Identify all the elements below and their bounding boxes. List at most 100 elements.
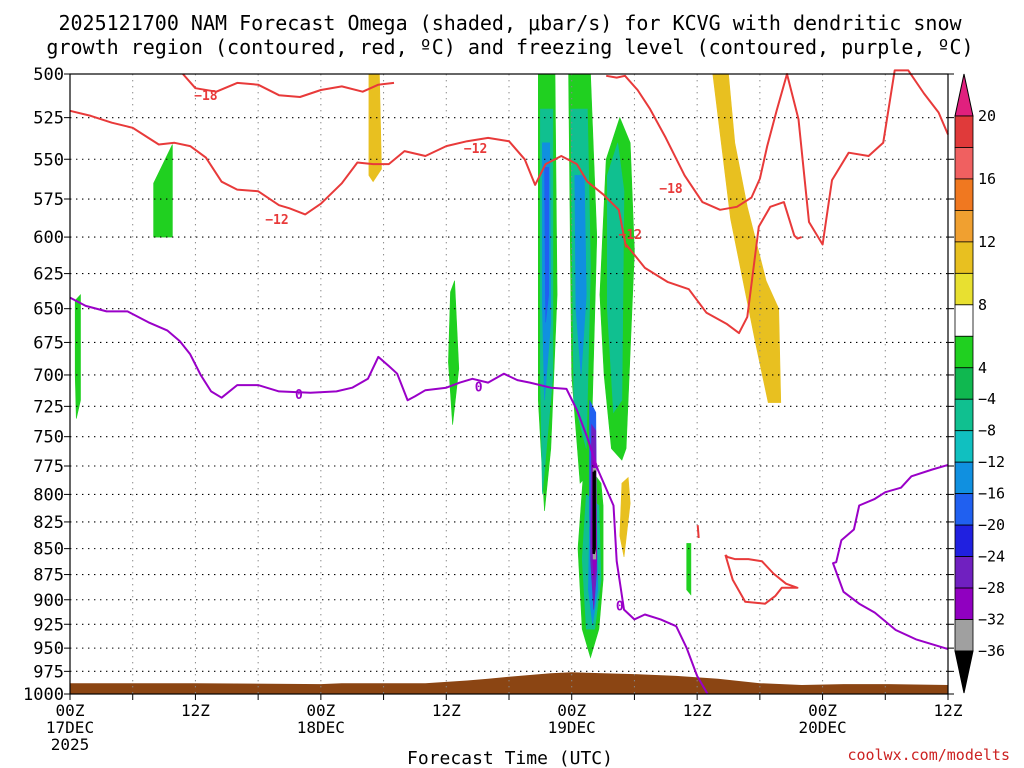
colorbar-bin-5 (954, 272, 974, 306)
y-tick-label-775: 775 (33, 457, 64, 477)
colorbar-bin-15 (954, 587, 974, 620)
contour-dgz-minus12-island (724, 554, 799, 605)
x-axis-title: Forecast Time (UTC) (407, 748, 613, 768)
omega-region-18 (544, 167, 550, 323)
grid-lines (70, 74, 948, 694)
colorbar-label-10: −24 (978, 548, 1005, 566)
y-tick-label-875: 875 (33, 566, 64, 586)
colorbar: 20 16 12 8 4 −4 −8 −12 −16 −20 −24 −28 −32 −36 (954, 73, 1005, 694)
colorbar-label-9: −20 (978, 516, 1005, 534)
y-tick-label-550: 550 (33, 150, 64, 170)
x-tick-label-0-2: 2025 (51, 735, 90, 754)
title-line-1: 2025121700 NAM Forecast Omega (shaded, μ… (58, 11, 962, 35)
x-tick-label-6-0: 00Z (808, 701, 837, 720)
colorbar-label-5: −4 (978, 390, 996, 408)
terrain-fill (70, 672, 948, 694)
omega-shading (74, 73, 782, 659)
plot-area (70, 74, 948, 694)
colorbar-label-8: −16 (978, 485, 1005, 503)
y-tick-label-675: 675 (33, 333, 64, 353)
contour-dgz-minus12-blip (696, 525, 700, 539)
omega-region-4 (74, 294, 81, 419)
omega-region-2 (619, 476, 631, 558)
colorbar-bin-0 (954, 115, 974, 148)
contour-freezing-level-0C (69, 296, 709, 695)
x-tick-label-0-0: 00Z (56, 701, 85, 720)
chart-title: 2025121700 NAM Forecast Omega (shaded, μ… (46, 11, 973, 59)
title-line-2: growth region (contoured, red, ºC) and f… (46, 35, 973, 59)
colorbar-label-6: −8 (978, 422, 996, 440)
y-tick-label-650: 650 (33, 300, 64, 320)
y-tick-label-525: 525 (33, 109, 64, 129)
colorbar-label-2: 12 (978, 233, 996, 251)
colorbar-label-1: 16 (978, 170, 996, 188)
y-tick-label-750: 750 (33, 428, 64, 448)
y-tick-label-800: 800 (33, 485, 64, 505)
y-tick-label-700: 700 (33, 366, 64, 386)
x-tick-label-1-0: 12Z (181, 701, 210, 720)
x-tick-label-6-1: 20DEC (798, 718, 846, 737)
omega-region-0 (368, 73, 382, 183)
terrain-surface (70, 672, 948, 694)
contour-dgz-minus18-top (182, 73, 395, 98)
x-tick-label-3-0: 12Z (432, 701, 461, 720)
x-tick-label-2-1: 18DEC (297, 718, 345, 737)
y-tick-label-725: 725 (33, 397, 64, 417)
x-tick-label-5-0: 12Z (683, 701, 712, 720)
contour-label-5: 0 (295, 388, 303, 403)
contour-labels: −18 −12 −12 −18 −12 0 0 0 (194, 89, 683, 614)
colorbar-bin-14 (954, 556, 974, 589)
colorbar-bin-4 (954, 241, 974, 274)
colorbar-label-7: −12 (978, 453, 1005, 471)
contour-lines (69, 69, 949, 695)
contour-label-6: 0 (475, 380, 483, 395)
colorbar-bin-1 (954, 147, 974, 180)
y-tick-label-850: 850 (33, 540, 64, 560)
contour-label-3: −18 (659, 182, 683, 197)
contour-dgz-minus18-right (606, 69, 949, 246)
colorbar-bin-2 (954, 178, 974, 211)
omega-region-10 (686, 543, 692, 596)
colorbar-bin-10 (954, 430, 974, 463)
y-tick-label-600: 600 (33, 228, 64, 248)
colorbar-bin-11 (954, 461, 974, 495)
x-tick-label-0-1: 17DEC (46, 718, 94, 737)
colorbar-label-11: −28 (978, 579, 1005, 597)
contour-freezing-level-0C-right (832, 463, 949, 651)
colorbar-label-13: −36 (978, 642, 1005, 660)
colorbar-label-0: 20 (978, 107, 996, 125)
x-tick-label-4-1: 19DEC (548, 718, 596, 737)
y-tick-label-575: 575 (33, 190, 64, 210)
colorbar-bin-16 (954, 619, 974, 652)
y-tick-label-900: 900 (33, 591, 64, 611)
y-tick-label-625: 625 (33, 265, 64, 285)
omega-max-contour (592, 470, 596, 555)
y-tick-label-975: 975 (33, 662, 64, 682)
y-tick-label-1000: 1000 (23, 685, 64, 705)
contour-label-2: −12 (464, 142, 487, 157)
colorbar-bottom-arrow (954, 650, 974, 694)
colorbar-label-12: −32 (978, 611, 1005, 629)
plot-background (70, 74, 948, 694)
colorbar-bin-13 (954, 524, 974, 557)
credit-text: coolwx.com/modelts (847, 746, 1010, 764)
contour-label-1: −12 (265, 213, 288, 228)
contour-dgz-minus12-right (625, 201, 803, 335)
colorbar-label-4: 4 (978, 359, 987, 377)
contour-label-0: −18 (194, 89, 218, 104)
y-tick-label-825: 825 (33, 513, 64, 533)
y-axis: 500 525 550 575 600 625 650 675 700 725 750 775 800 8… (23, 65, 954, 705)
colorbar-top-arrow (954, 73, 974, 117)
x-tick-label-4-0: 00Z (557, 701, 586, 720)
y-tick-label-500: 500 (33, 65, 64, 85)
y-tick-label-925: 925 (33, 615, 64, 635)
contour-label-4: −12 (619, 228, 642, 243)
colorbar-bin-3 (954, 210, 974, 243)
colorbar-bin-9 (954, 398, 974, 432)
colorbar-bin-7 (954, 335, 974, 369)
colorbar-bin-6 (954, 304, 974, 337)
y-tick-label-950: 950 (33, 639, 64, 659)
x-tick-label-7-0: 12Z (934, 701, 963, 720)
